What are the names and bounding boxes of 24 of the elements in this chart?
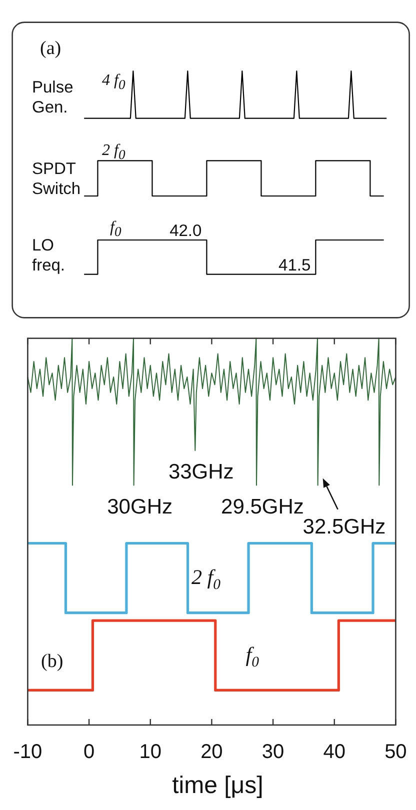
x-tick-label: 50	[384, 741, 407, 763]
annotation: 32.5GHz	[302, 515, 386, 538]
data-label: 42.0	[170, 222, 202, 240]
annotation: 30GHz	[107, 495, 172, 518]
series-label: LO freq.	[32, 236, 66, 274]
annotation: 4 f$_{0}$	[102, 72, 126, 92]
x-tick-label: 30	[262, 741, 284, 763]
series-label: Pulse Gen.	[32, 78, 78, 116]
x-axis-title: time [μs]	[172, 772, 264, 799]
x-tick-label: 0	[83, 741, 95, 763]
text: f$_{0}$	[110, 219, 122, 240]
annotation: 33GHz	[168, 460, 234, 484]
data-label: 41.5	[278, 256, 311, 274]
x-tick-label: 20	[200, 741, 223, 763]
series-label: 2 f$_{0}$	[192, 565, 222, 594]
annotation: 2 f$_{0}$	[102, 142, 126, 162]
text: (a)	[40, 38, 62, 59]
x-tick-label: 10	[139, 741, 162, 763]
annotation: (b)	[41, 651, 64, 672]
series-label: SPDT Switch	[32, 160, 81, 198]
series-label: f$_{0}$	[246, 642, 260, 671]
annotation: 29.5GHz	[221, 495, 304, 518]
x-tick-label: 40	[323, 741, 346, 763]
x-tick-label: -10	[13, 741, 42, 763]
